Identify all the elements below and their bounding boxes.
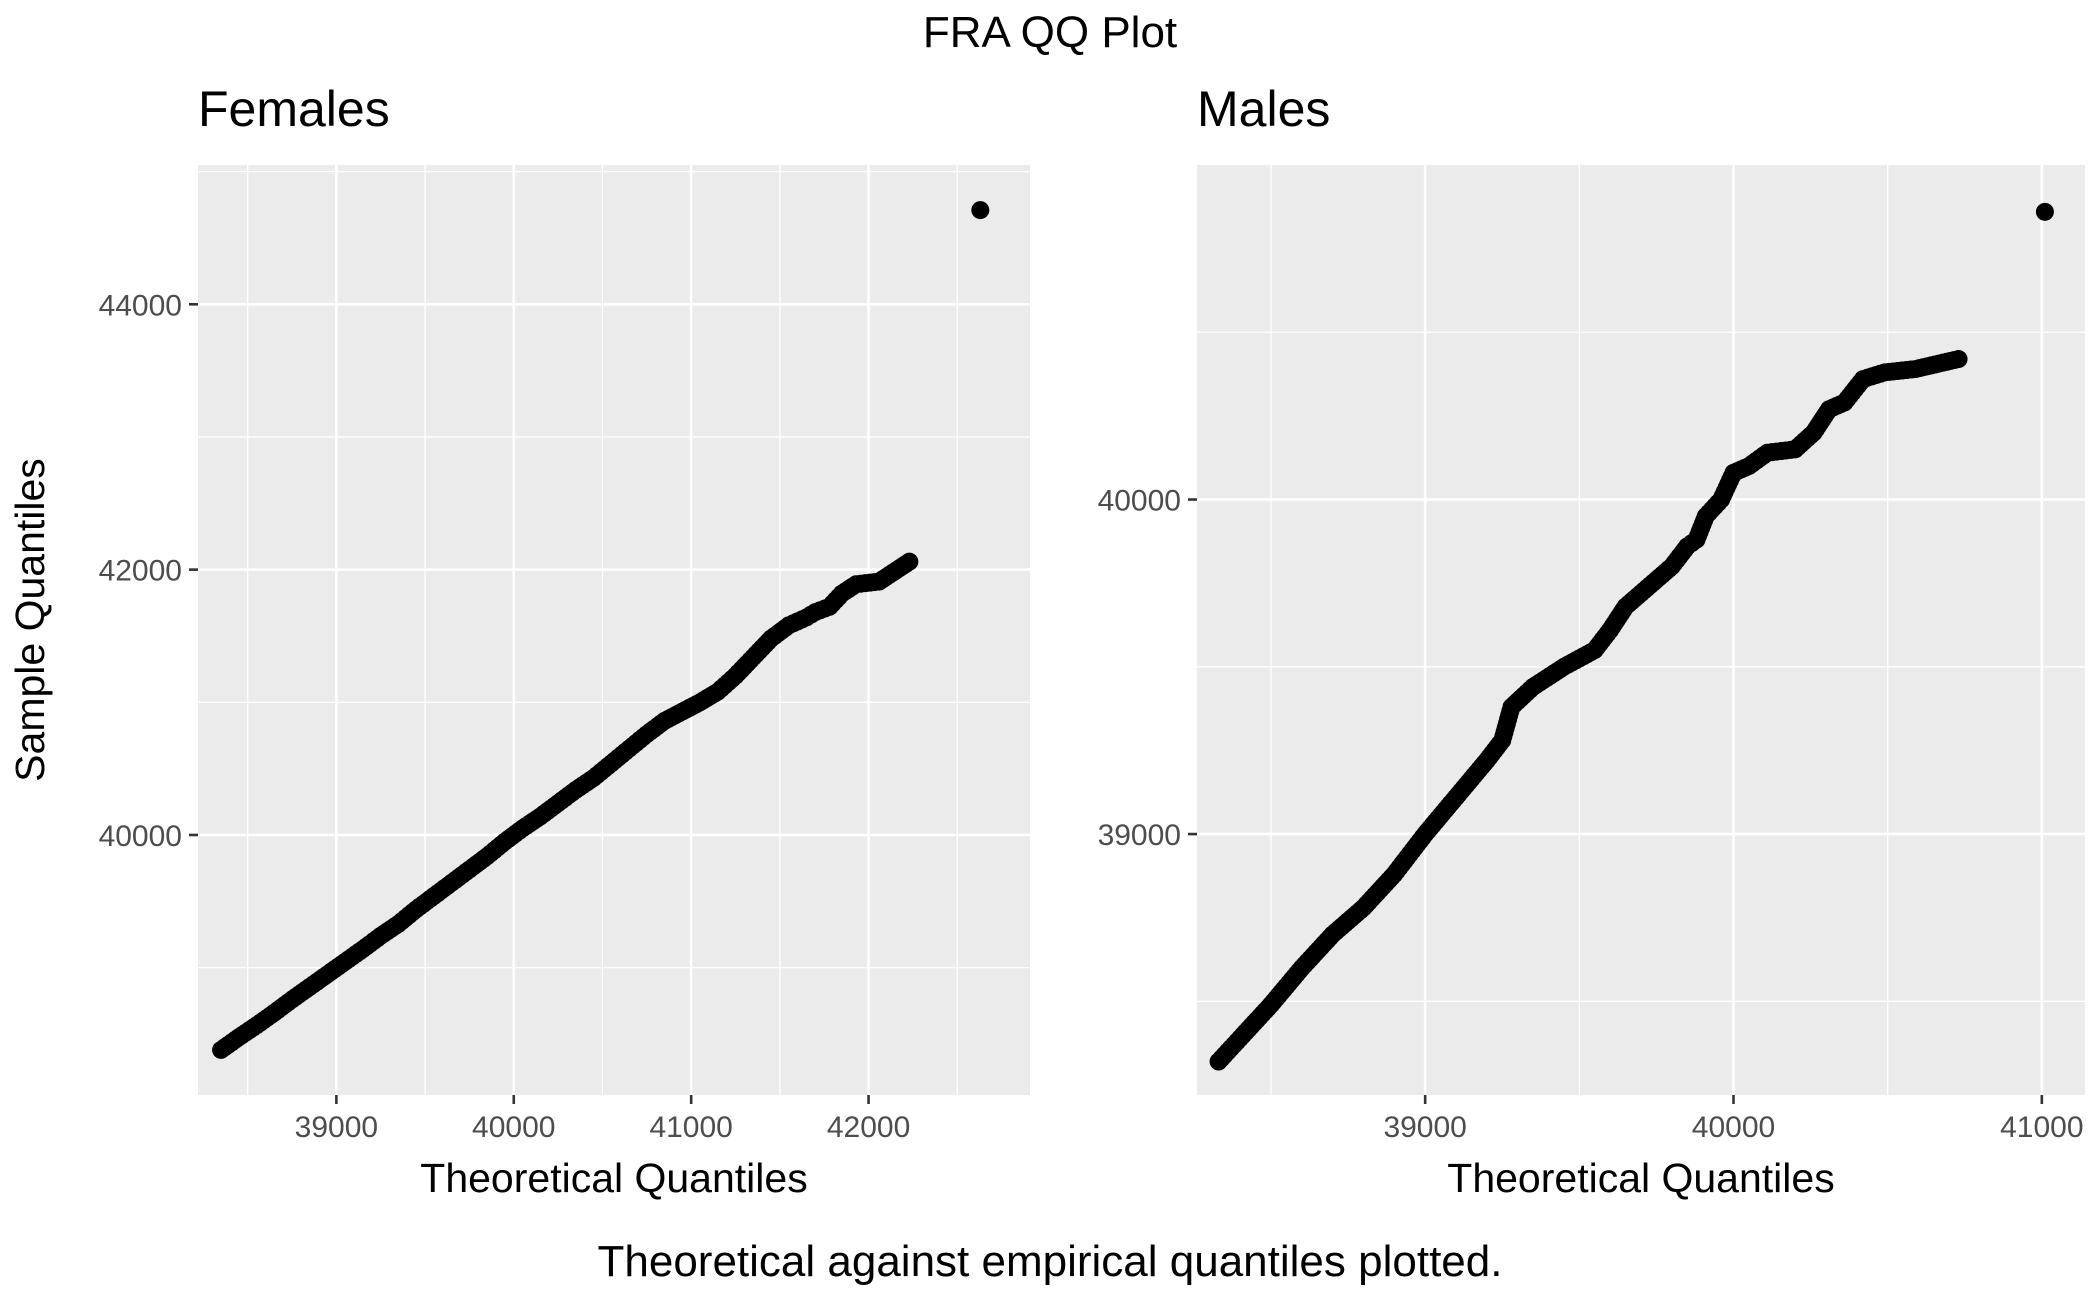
y-tick-label: 42000 (99, 555, 182, 588)
panel-title: Males (1197, 81, 1330, 137)
y-tick-label: 40000 (1098, 485, 1181, 518)
figure-caption: Theoretical against empirical quantiles … (598, 1237, 1503, 1286)
qq-points (1209, 202, 2054, 1071)
y-axis-title: Sample Quantiles (7, 458, 53, 782)
x-tick-label: 40000 (472, 1111, 555, 1144)
qq-point (2035, 202, 2054, 221)
panels: 39000 40000 41000 42000 40000 42000 44000 Femal… (7, 81, 2085, 1201)
panel-2: 39000 40000 41000 39000 40000 Males Theoretica… (1098, 81, 2085, 1201)
qq-point (971, 201, 990, 220)
x-tick-label: 39000 (1383, 1111, 1466, 1144)
x-tick-label: 41000 (2000, 1111, 2083, 1144)
qq-point (900, 552, 919, 571)
qq-points (212, 201, 990, 1059)
panel-1: 39000 40000 41000 42000 40000 42000 44000 Femal… (7, 81, 1030, 1201)
figure-title: FRA QQ Plot (923, 8, 1177, 57)
qq-point (1949, 350, 1968, 369)
y-tick-label: 39000 (1098, 819, 1181, 852)
x-tick-label: 40000 (1692, 1111, 1775, 1144)
y-tick-label: 44000 (99, 289, 182, 322)
panel-title: Females (198, 81, 390, 137)
x-axis-title: Theoretical Quantiles (420, 1155, 807, 1201)
x-tick-label: 42000 (827, 1111, 910, 1144)
x-tick-label: 39000 (295, 1111, 378, 1144)
y-tick-label: 40000 (99, 820, 182, 853)
plot-panel-background (1197, 165, 2085, 1095)
x-axis-title: Theoretical Quantiles (1447, 1155, 1834, 1201)
x-tick-label: 41000 (649, 1111, 732, 1144)
